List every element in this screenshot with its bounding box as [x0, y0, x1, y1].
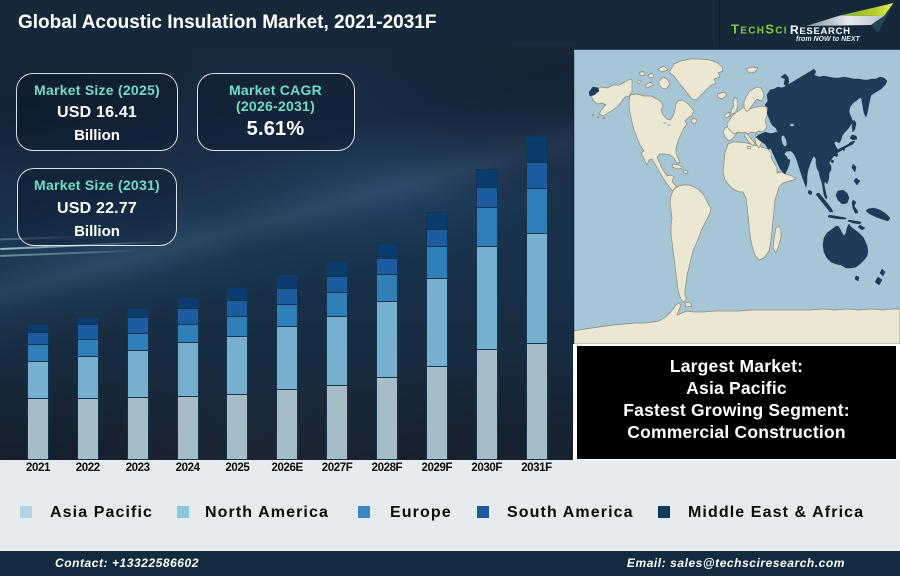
- svg-text:TECHSCI: TECHSCI: [731, 22, 788, 37]
- svg-text:from NOW to NEXT: from NOW to NEXT: [796, 36, 860, 43]
- svg-text:RESEARCH: RESEARCH: [790, 23, 851, 37]
